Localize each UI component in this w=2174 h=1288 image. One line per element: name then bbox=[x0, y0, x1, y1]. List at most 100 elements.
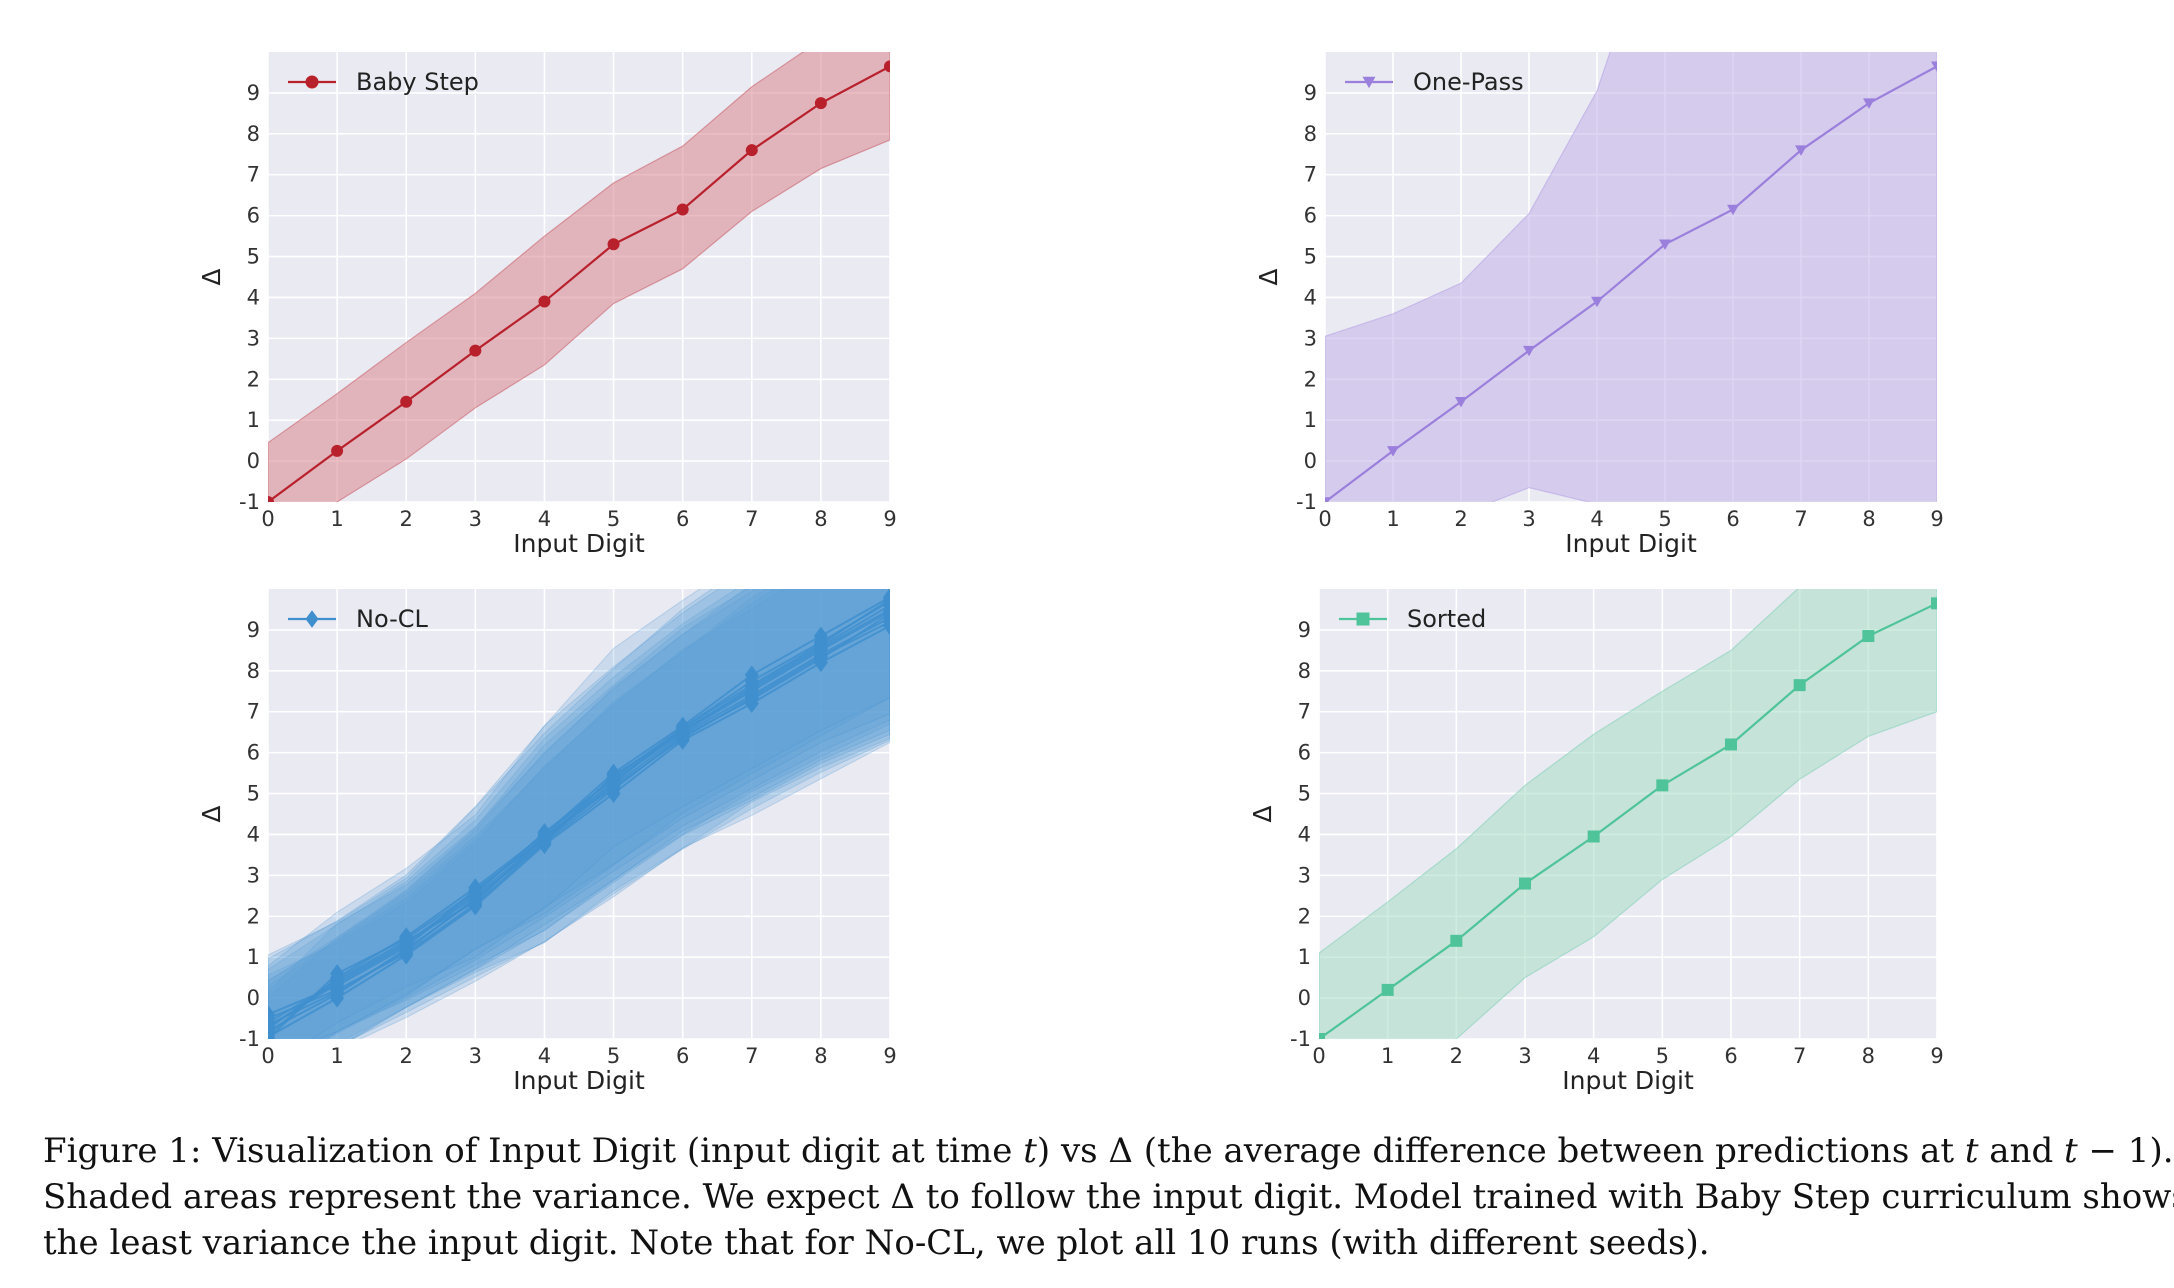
data-point bbox=[1862, 630, 1875, 643]
plot-area bbox=[268, 52, 890, 502]
y-tick-label: 3 bbox=[247, 326, 260, 350]
y-tick-label: 8 bbox=[247, 659, 260, 683]
series-line-run-6 bbox=[268, 608, 890, 1024]
y-tick-label: 4 bbox=[1304, 285, 1317, 309]
y-tick-label: 1 bbox=[247, 408, 260, 432]
y-tick-label: 7 bbox=[1298, 700, 1311, 724]
data-point bbox=[1587, 830, 1600, 843]
series-line bbox=[1319, 602, 1937, 1039]
y-tick-label: 4 bbox=[247, 822, 260, 846]
y-tick-label: 7 bbox=[1304, 163, 1317, 187]
series-line-run-7 bbox=[268, 624, 890, 1038]
y-tick-label: 2 bbox=[1304, 367, 1317, 391]
y-tick-label: 7 bbox=[247, 163, 260, 187]
x-tick-label: 7 bbox=[745, 507, 758, 531]
x-tick-label: 9 bbox=[883, 507, 896, 531]
y-axis-label: Δ bbox=[1254, 268, 1283, 285]
x-axis-label: Input Digit bbox=[1562, 1066, 1694, 1095]
data-point bbox=[268, 496, 274, 502]
x-tick-label: 1 bbox=[330, 1044, 343, 1068]
plot-area bbox=[1325, 52, 1937, 502]
x-tick-label: 3 bbox=[469, 1044, 482, 1068]
y-tick-label: 2 bbox=[247, 367, 260, 391]
x-tick-label: 2 bbox=[400, 507, 413, 531]
y-tick-label: 6 bbox=[1298, 741, 1311, 765]
data-point bbox=[537, 833, 552, 853]
y-tick-label: 9 bbox=[247, 81, 260, 105]
y-tick-label: 0 bbox=[247, 449, 260, 473]
x-tick-label: 1 bbox=[1381, 1044, 1394, 1068]
data-point bbox=[330, 982, 345, 1002]
x-tick-label: 1 bbox=[1386, 507, 1399, 531]
data-point bbox=[1381, 983, 1394, 996]
y-tick-label: 9 bbox=[247, 618, 260, 642]
y-tick-label: 4 bbox=[1298, 822, 1311, 846]
y-tick-label: 0 bbox=[1298, 986, 1311, 1010]
legend-label: No-CL bbox=[356, 605, 429, 633]
x-tick-label: 1 bbox=[330, 507, 343, 531]
y-axis-label: Δ bbox=[1248, 805, 1277, 822]
data-point bbox=[814, 97, 827, 110]
data-point bbox=[1931, 597, 1937, 610]
y-tick-label: 0 bbox=[1304, 449, 1317, 473]
data-point bbox=[676, 203, 689, 216]
x-axis-label: Input Digit bbox=[513, 529, 645, 558]
y-tick-label: 2 bbox=[247, 904, 260, 928]
data-point bbox=[883, 602, 890, 621]
x-tick-label: 9 bbox=[1930, 507, 1943, 531]
y-tick-label: 3 bbox=[1298, 863, 1311, 887]
series-line bbox=[268, 65, 890, 502]
x-tick-label: 5 bbox=[607, 507, 620, 531]
y-tick-label: 6 bbox=[247, 204, 260, 228]
data-point bbox=[1387, 446, 1399, 457]
x-tick-label: 6 bbox=[676, 507, 689, 531]
y-tick-label: 2 bbox=[1298, 904, 1311, 928]
x-tick-label: 8 bbox=[814, 1044, 827, 1068]
x-tick-label: 4 bbox=[538, 507, 551, 531]
figure-caption: Figure 1: Visualization of Input Digit (… bbox=[43, 1128, 2174, 1266]
y-tick-label: 5 bbox=[247, 782, 260, 806]
y-tick-label: 8 bbox=[1304, 122, 1317, 146]
y-tick-label: 9 bbox=[1304, 81, 1317, 105]
data-point bbox=[813, 640, 828, 660]
data-point bbox=[400, 395, 413, 408]
data-point bbox=[1793, 679, 1806, 692]
y-tick-label: 7 bbox=[247, 700, 260, 724]
plot-area bbox=[268, 589, 890, 1039]
y-tick-label: 5 bbox=[1298, 782, 1311, 806]
data-point bbox=[1863, 98, 1875, 109]
x-tick-label: 7 bbox=[1794, 507, 1807, 531]
data-point bbox=[606, 765, 621, 785]
x-tick-label: 6 bbox=[676, 1044, 689, 1068]
y-tick-label: -1 bbox=[1296, 490, 1317, 514]
data-point bbox=[268, 1015, 275, 1035]
data-point bbox=[331, 444, 344, 457]
x-tick-label: 8 bbox=[1862, 507, 1875, 531]
y-tick-label: 3 bbox=[247, 863, 260, 887]
data-point bbox=[399, 941, 414, 961]
data-point bbox=[745, 144, 758, 157]
data-point bbox=[1656, 779, 1669, 792]
data-point bbox=[1455, 396, 1467, 408]
legend-label: One-Pass bbox=[1413, 68, 1524, 96]
data-point bbox=[399, 931, 414, 951]
y-tick-label: 6 bbox=[1304, 204, 1317, 228]
x-tick-label: 9 bbox=[883, 1044, 896, 1068]
y-tick-label: 0 bbox=[247, 986, 260, 1010]
x-tick-label: 4 bbox=[538, 1044, 551, 1068]
y-tick-label: 5 bbox=[1304, 245, 1317, 269]
data-point bbox=[883, 589, 890, 609]
data-point bbox=[1519, 877, 1531, 890]
data-point bbox=[1659, 239, 1671, 250]
data-point bbox=[330, 970, 345, 990]
series-line-run-10 bbox=[268, 610, 890, 1026]
data-point bbox=[538, 295, 551, 308]
y-tick-label: 5 bbox=[247, 245, 260, 269]
x-tick-label: 0 bbox=[1312, 1044, 1325, 1068]
y-tick-label: 1 bbox=[1304, 408, 1317, 432]
y-tick-label: 8 bbox=[1298, 659, 1311, 683]
data-point bbox=[468, 888, 483, 908]
